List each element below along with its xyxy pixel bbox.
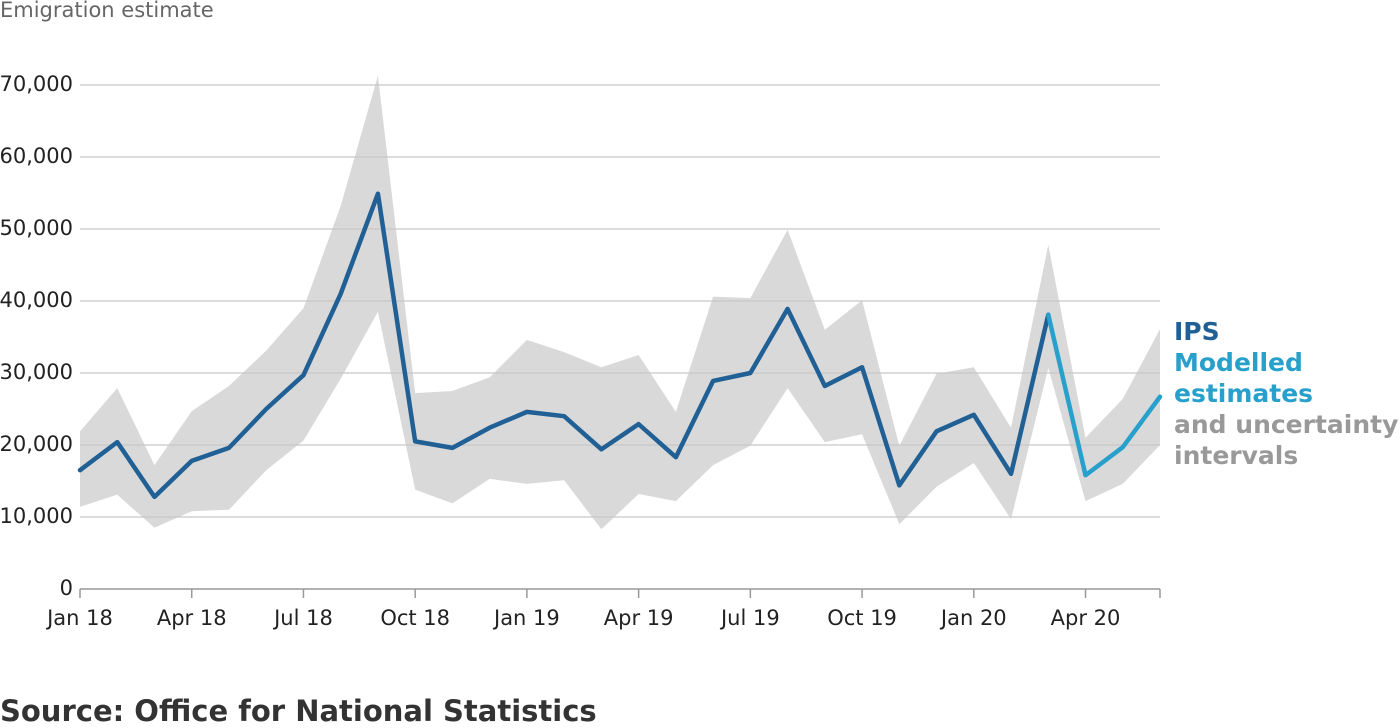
x-tick-label: Apr 19	[604, 606, 674, 630]
y-tick-label: 0	[60, 576, 73, 600]
x-tick-label: Apr 20	[1051, 606, 1121, 630]
x-tick-label: Jan 20	[939, 606, 1007, 630]
x-tick-label: Jan 18	[45, 606, 113, 630]
x-tick-label: Jul 18	[272, 606, 333, 630]
source: Source: Office for National Statistics	[0, 694, 597, 728]
x-tick-label: Apr 18	[157, 606, 227, 630]
legend-entry: IPS	[1174, 317, 1220, 346]
legend-entry: and uncertainty intervals	[1174, 410, 1399, 470]
series-line	[1046, 312, 1163, 478]
y-tick-label: 50,000	[0, 216, 73, 240]
legend: IPS Modelled estimates and uncertainty int…	[1174, 316, 1400, 471]
uncertainty-band	[80, 75, 1160, 530]
y-axis-label: Emigration estimate	[0, 0, 214, 22]
x-tick-label: Oct 18	[380, 606, 450, 630]
x-tick-label: Oct 19	[827, 606, 897, 630]
legend-entry: Modelled estimates	[1174, 348, 1314, 408]
series-line	[77, 191, 1051, 500]
y-tick-label: 60,000	[0, 144, 73, 168]
y-tick-label: 20,000	[0, 432, 73, 456]
y-tick-label: 10,000	[0, 504, 73, 528]
y-tick-label: 70,000	[0, 72, 73, 96]
y-tick-label: 30,000	[0, 360, 73, 384]
y-tick-label: 40,000	[0, 288, 73, 312]
x-tick-label: Jan 19	[492, 606, 560, 630]
x-tick-label: Jul 19	[719, 606, 780, 630]
